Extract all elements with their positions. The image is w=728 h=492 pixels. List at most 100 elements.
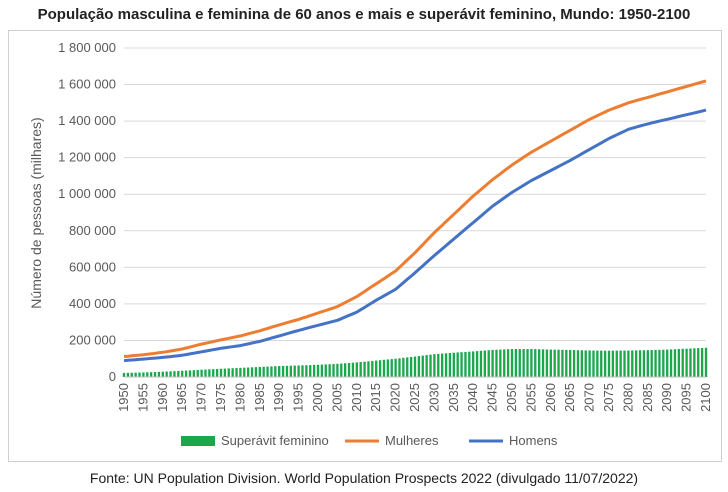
bar-superavit-2011 <box>359 362 362 377</box>
bar-superavit-2082 <box>634 350 638 377</box>
bar-superavit-2096 <box>689 348 692 377</box>
bar-superavit-1970 <box>200 369 203 377</box>
lines-layer <box>123 79 707 363</box>
bar-superavit-2031 <box>437 353 440 377</box>
bar-superavit-2051 <box>514 349 518 377</box>
bar-superavit-2039 <box>468 351 471 377</box>
x-tick-label-4: 1970 <box>194 383 209 412</box>
bar-superavit-2070 <box>588 350 591 377</box>
bar-superavit-2091 <box>669 349 673 377</box>
bar-superavit-1992 <box>285 365 289 377</box>
x-tick-label-17: 2035 <box>446 383 461 412</box>
bar-superavit-2016 <box>378 360 382 377</box>
bar-superavit-2069 <box>584 350 587 377</box>
line-homens <box>123 108 707 363</box>
bar-superavit-2020 <box>394 358 397 377</box>
bar-superavit-2044 <box>487 350 490 377</box>
bar-superavit-1955 <box>142 372 145 377</box>
grid-layer <box>124 47 706 341</box>
x-axis: 1950 1955 1960 1965 1970 1975 1980 1985 1990 1995… <box>116 376 713 412</box>
bar-superavit-2052 <box>518 349 521 377</box>
bar-superavit-2028 <box>425 355 428 377</box>
legend-label-superavit: Superávit feminino <box>221 433 329 448</box>
bar-superavit-1985 <box>258 366 261 377</box>
bar-superavit-1977 <box>227 368 230 377</box>
x-tick-label-1: 1955 <box>135 383 150 412</box>
bar-superavit-2013 <box>367 361 370 377</box>
bar-superavit-2090 <box>666 349 669 377</box>
bar-superavit-2100 <box>704 347 708 377</box>
bar-superavit-1961 <box>165 371 168 377</box>
bar-superavit-2037 <box>460 352 463 377</box>
bar-superavit-2002 <box>324 364 327 377</box>
bar-superavit-1986 <box>262 366 265 377</box>
bar-superavit-2024 <box>409 356 413 377</box>
bars-layer <box>122 347 708 377</box>
x-tick-label-3: 1965 <box>174 383 189 412</box>
bar-superavit-2059 <box>545 349 549 377</box>
y-tick-label-2: 400 000 <box>69 296 116 311</box>
x-tick-label-19: 2045 <box>485 383 500 412</box>
bar-superavit-2012 <box>363 361 366 377</box>
bar-superavit-1979 <box>235 368 238 377</box>
bar-superavit-2079 <box>623 350 626 377</box>
bar-superavit-2055 <box>530 349 533 377</box>
bar-superavit-2001 <box>320 364 324 377</box>
x-tick-label-6: 1980 <box>232 383 247 412</box>
bar-superavit-2076 <box>611 350 615 377</box>
bar-superavit-2017 <box>382 359 386 377</box>
bar-superavit-2075 <box>607 350 611 377</box>
bar-superavit-2089 <box>662 349 665 377</box>
y-tick-label-5: 1 000 000 <box>58 186 116 201</box>
legend-label-mulheres: Mulheres <box>385 433 439 448</box>
y-axis-title: Número de pessoas (milhares) <box>28 117 44 308</box>
bar-superavit-2038 <box>464 351 467 377</box>
bar-superavit-2056 <box>534 349 537 377</box>
bar-superavit-2074 <box>603 350 607 377</box>
bar-superavit-1984 <box>254 367 258 377</box>
bar-superavit-2005 <box>336 363 339 377</box>
bar-superavit-1982 <box>246 367 250 377</box>
x-tick-label-2: 1960 <box>155 383 170 412</box>
bar-superavit-2004 <box>332 364 335 377</box>
chart-svg: 0 200 000 400 000 600 000 800 000 1 000 000 1 … <box>28 40 713 448</box>
bar-superavit-2040 <box>472 351 475 377</box>
bar-superavit-2054 <box>526 349 529 377</box>
bar-superavit-2027 <box>421 355 424 377</box>
bar-superavit-1967 <box>188 370 192 377</box>
bar-superavit-2023 <box>406 357 409 377</box>
bar-superavit-1978 <box>231 368 234 377</box>
chart-title: População masculina e feminina de 60 ano… <box>37 6 691 23</box>
x-tick-label-12: 2010 <box>349 383 364 412</box>
x-tick-label-13: 2015 <box>368 383 383 412</box>
bar-superavit-2081 <box>631 350 634 377</box>
bar-superavit-1994 <box>293 365 296 377</box>
bar-superavit-2095 <box>685 348 688 377</box>
bar-superavit-1962 <box>169 371 172 377</box>
bar-superavit-2042 <box>479 350 483 377</box>
bar-superavit-2086 <box>650 350 653 377</box>
bar-superavit-1976 <box>223 368 227 377</box>
x-tick-label-23: 2065 <box>562 383 577 412</box>
bar-superavit-2078 <box>619 350 622 377</box>
bar-superavit-1965 <box>181 370 184 377</box>
bar-superavit-1950 <box>122 372 126 377</box>
bar-superavit-2026 <box>417 356 421 377</box>
bar-superavit-2053 <box>522 349 525 377</box>
bar-superavit-1954 <box>138 372 141 377</box>
bar-superavit-1973 <box>212 369 215 377</box>
x-tick-label-21: 2055 <box>523 383 538 412</box>
x-tick-label-29: 2095 <box>679 383 694 412</box>
bar-superavit-2008 <box>347 362 351 377</box>
bar-superavit-1999 <box>312 364 316 377</box>
bar-superavit-1990 <box>278 366 281 377</box>
bar-superavit-2025 <box>413 356 417 377</box>
line-mulheres <box>123 79 707 358</box>
bar-superavit-2058 <box>541 349 545 377</box>
bar-superavit-2061 <box>553 349 556 377</box>
bar-superavit-2057 <box>537 349 541 377</box>
bar-superavit-2029 <box>429 354 432 377</box>
bar-superavit-2015 <box>375 360 378 377</box>
bar-superavit-1959 <box>157 371 161 377</box>
bar-superavit-2094 <box>681 348 684 377</box>
